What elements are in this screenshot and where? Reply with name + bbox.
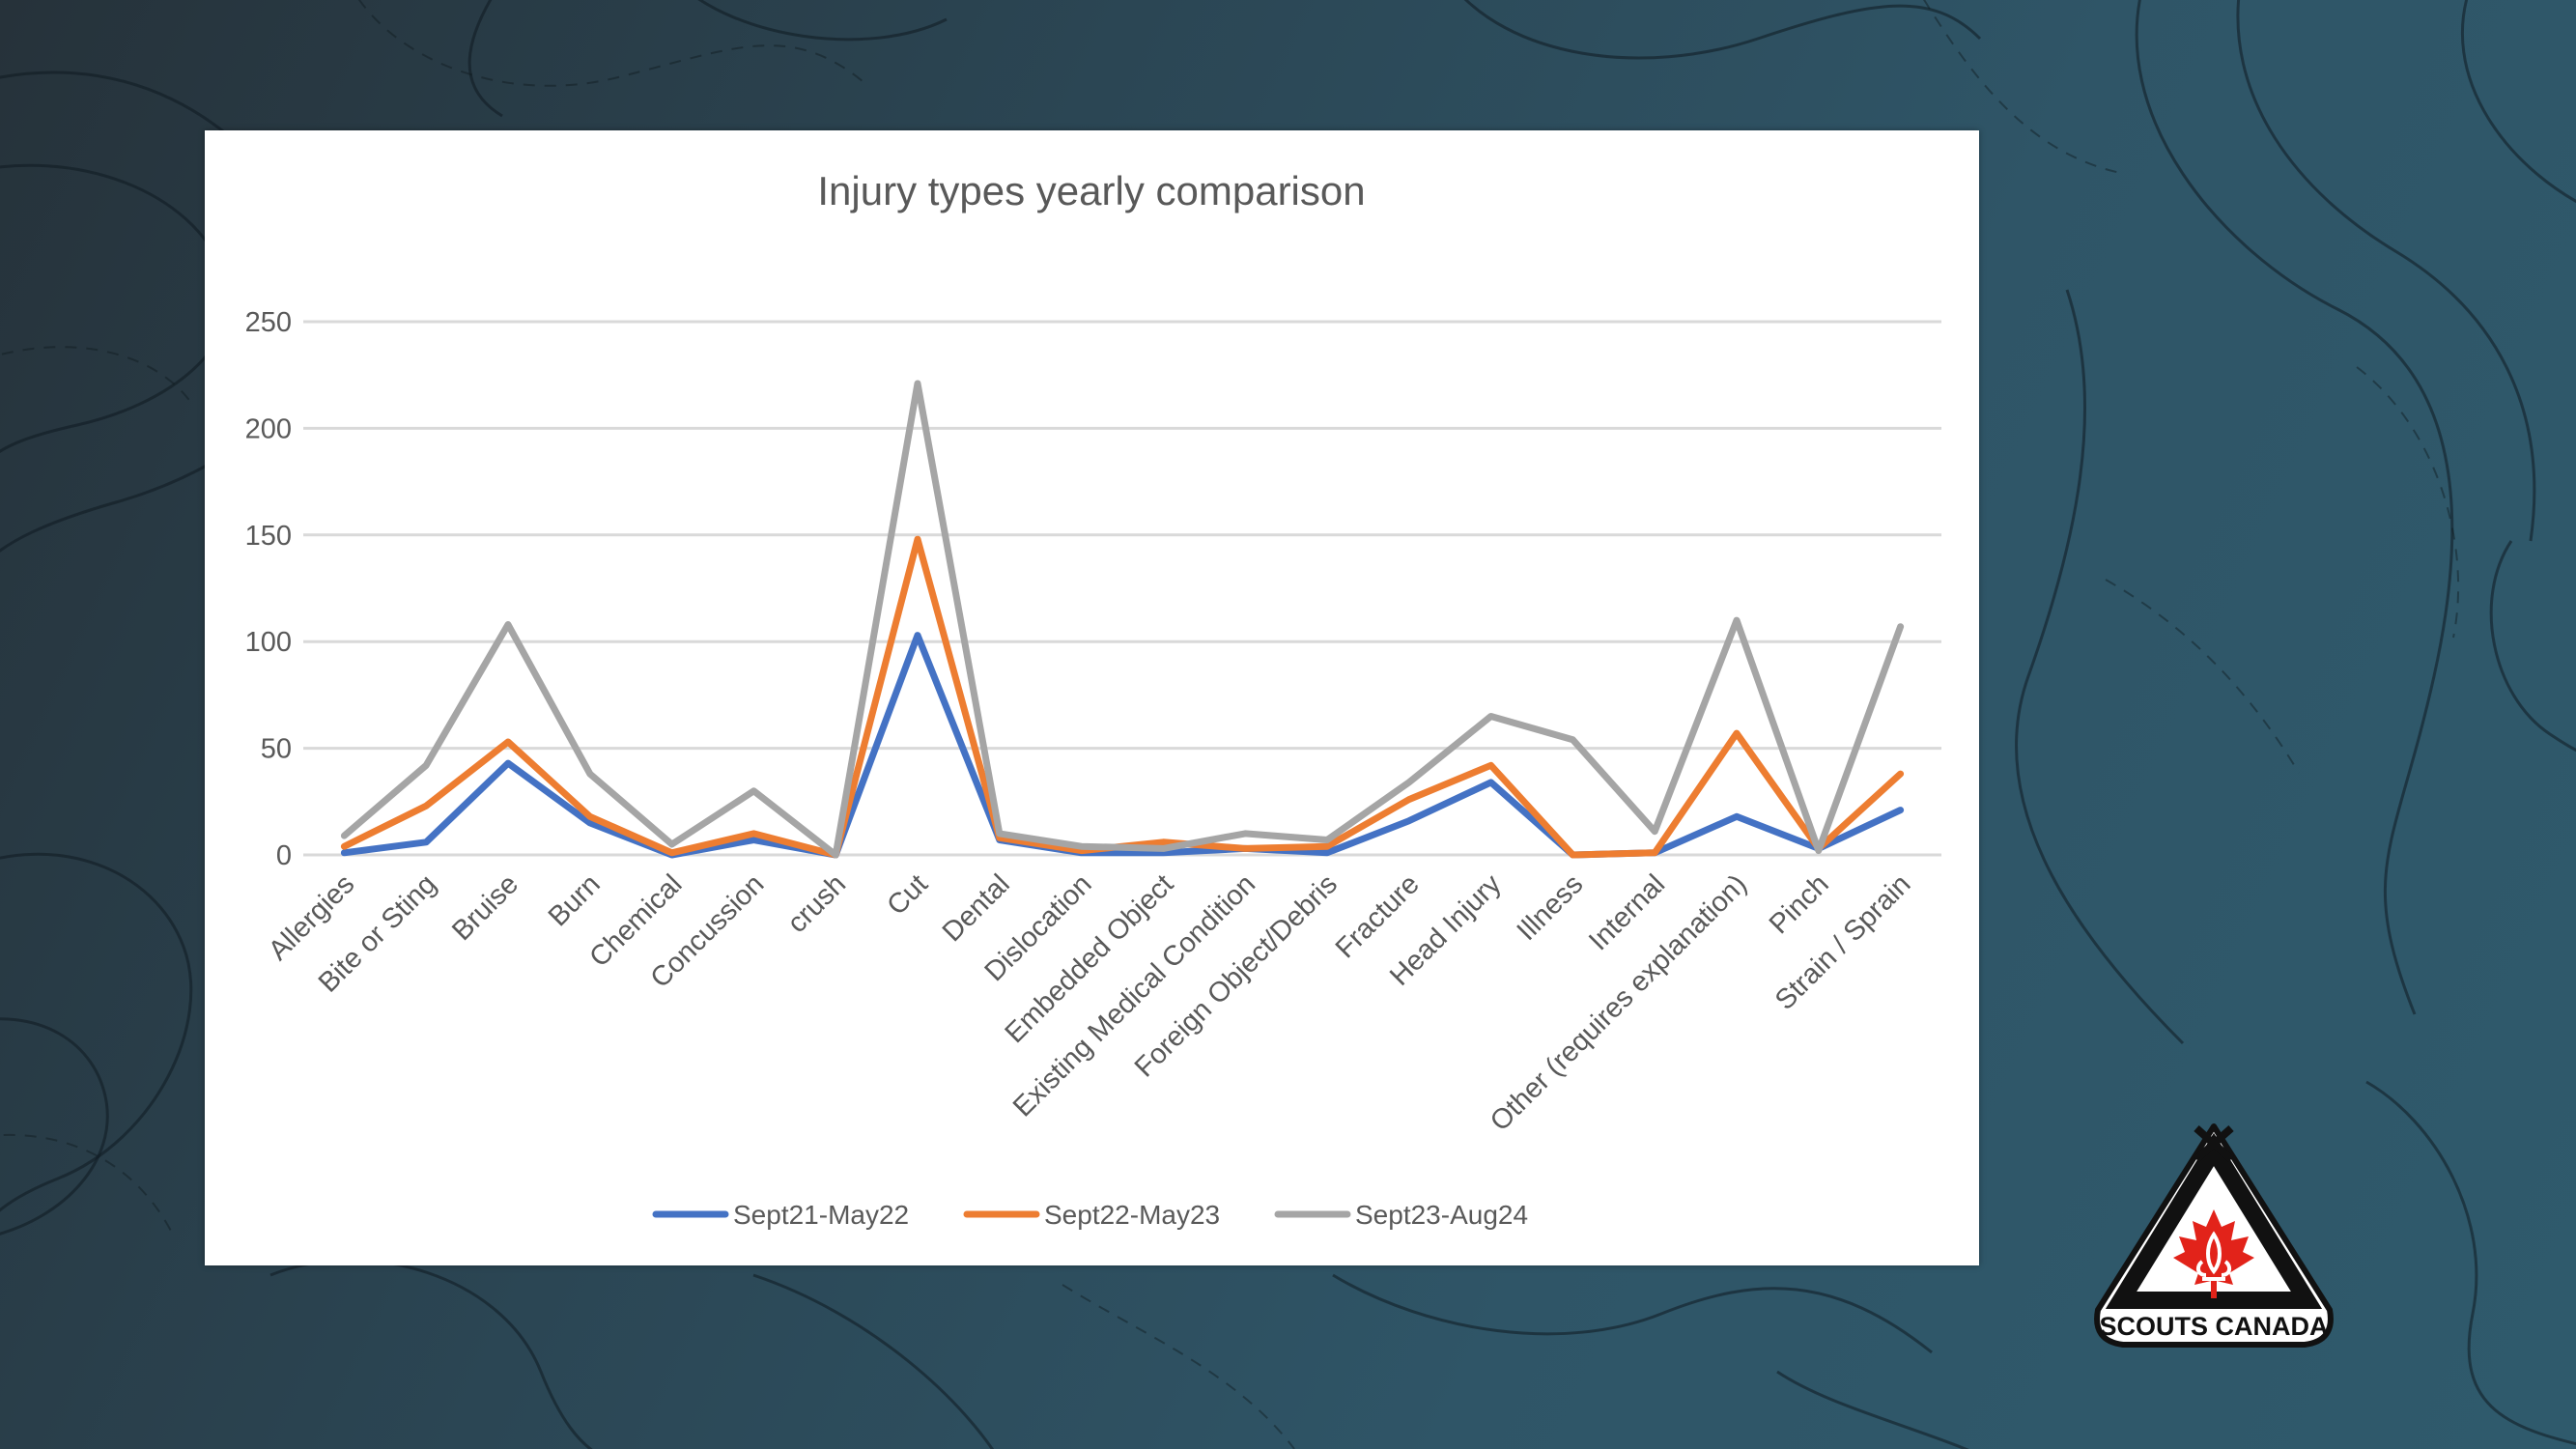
y-tick-label: 0 [276,840,292,871]
legend-label: Sept21-May22 [733,1200,909,1230]
scouts-canada-emblem-icon [2094,1123,2334,1348]
y-tick-label: 100 [245,627,292,658]
x-tick-label: crush [781,868,852,939]
x-tick-label: Pinch [1764,868,1835,940]
x-tick-label: Bruise [446,868,524,947]
chart-title: Injury types yearly comparison [817,168,1365,213]
chart-panel: Injury types yearly comparison 0 50 100 150… [205,130,1979,1265]
y-tick-label: 250 [245,307,292,338]
x-tick-label: Dental [937,868,1016,948]
line-chart: Injury types yearly comparison 0 50 100 150… [245,168,1941,1230]
y-tick-label: 150 [245,521,292,552]
legend-label: Sept23-Aug24 [1355,1200,1528,1230]
legend-label: Sept22-May23 [1044,1200,1220,1230]
scouts-canada-logo: SCOUTS CANADA [2094,1123,2334,1348]
logo-text: SCOUTS CANADA [2099,1312,2328,1341]
x-tick-label: Burn [543,868,607,932]
x-tick-label: Illness [1512,868,1590,947]
series-line-3 [340,380,1905,859]
x-tick-label: Cut [881,868,934,922]
y-tick-label: 50 [261,734,292,765]
y-tick-label: 200 [245,413,292,444]
chart-legend: Sept21-May22 Sept22-May23 Sept23-Aug24 [652,1200,1528,1230]
